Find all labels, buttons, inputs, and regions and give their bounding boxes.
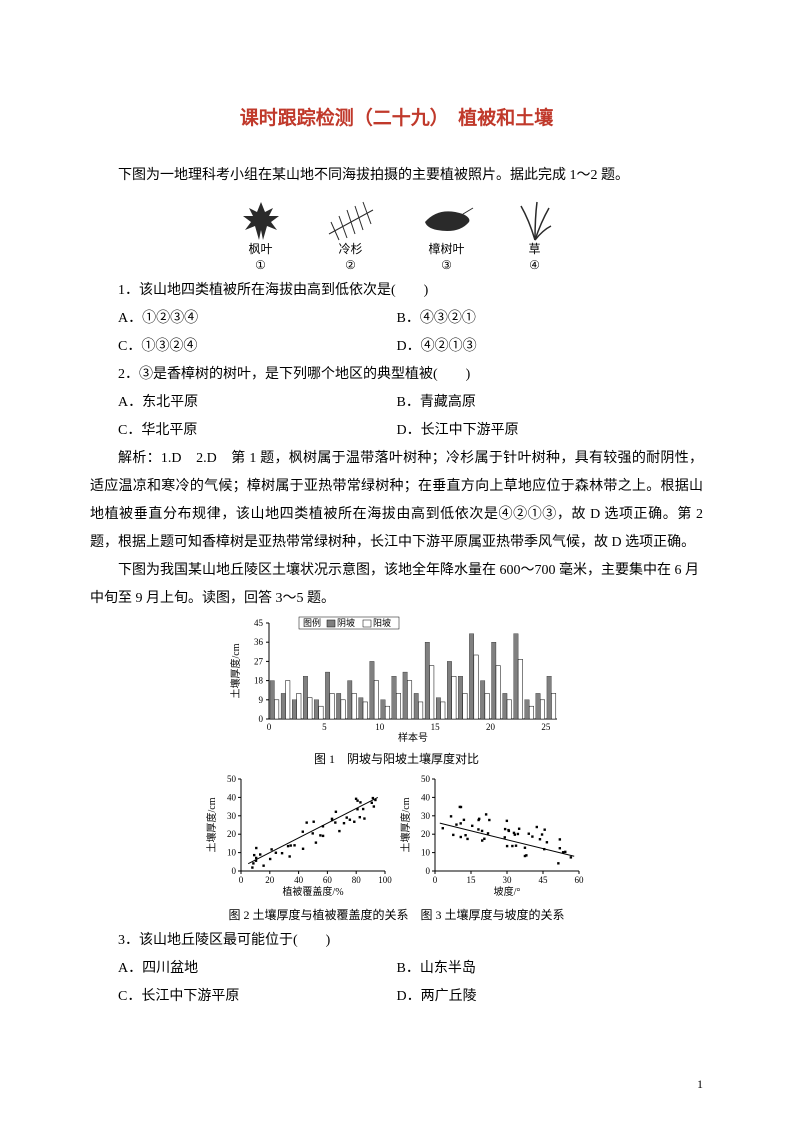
q2-stem: 2．③是香樟树的树叶，是下列哪个地区的典型植被( ) bbox=[90, 361, 703, 389]
svg-text:9: 9 bbox=[258, 695, 263, 705]
q2-opt-d: D．长江中下游平原 bbox=[397, 417, 704, 445]
q1-opt-b: B．④③②① bbox=[397, 305, 704, 333]
svg-text:0: 0 bbox=[266, 722, 271, 732]
svg-text:18: 18 bbox=[254, 676, 264, 686]
svg-text:阳坡: 阳坡 bbox=[373, 617, 391, 628]
q1-stem: 1．该山地四类植被所在海拔由高到低依次是( ) bbox=[90, 277, 703, 305]
svg-text:土壤厚度/cm: 土壤厚度/cm bbox=[205, 797, 218, 852]
fir-branch-icon bbox=[323, 200, 379, 242]
chart-row-caption: 图 2 土壤厚度与植被覆盖度的关系 图 3 土壤厚度与坡度的关系 bbox=[228, 903, 564, 927]
plant-4-num: ④ bbox=[529, 258, 540, 274]
svg-text:0: 0 bbox=[432, 875, 437, 885]
svg-text:土壤厚度/cm: 土壤厚度/cm bbox=[229, 643, 242, 698]
q3-opt-d: D．两广丘陵 bbox=[397, 983, 704, 1011]
intro-2: 下图为我国某山地丘陵区土壤状况示意图，该地全年降水量在 600～700 毫米，主… bbox=[90, 557, 703, 613]
svg-text:10: 10 bbox=[227, 848, 237, 858]
svg-text:40: 40 bbox=[227, 793, 237, 803]
q3-opt-b: B．山东半岛 bbox=[397, 955, 704, 983]
chart-area: 09182736450510152025图例阴坡阳坡样本号土壤厚度/cm 图 1… bbox=[90, 615, 703, 927]
plant-4: 草 ④ bbox=[515, 200, 555, 273]
camphor-leaf-icon bbox=[419, 200, 475, 242]
svg-text:5: 5 bbox=[322, 722, 327, 732]
q2-row2: C．华北平原 D．长江中下游平原 bbox=[90, 417, 703, 445]
svg-text:60: 60 bbox=[574, 875, 584, 885]
svg-text:45: 45 bbox=[538, 875, 548, 885]
plant-1-num: ① bbox=[255, 258, 266, 274]
svg-text:20: 20 bbox=[421, 829, 431, 839]
q3-stem: 3．该山地丘陵区最可能位于( ) bbox=[90, 927, 703, 955]
q3-row2: C．长江中下游平原 D．两广丘陵 bbox=[90, 983, 703, 1011]
plant-1-name: 枫叶 bbox=[248, 242, 272, 258]
chart3-scatter: 0 10 20 30 40 50 0 15 30 45 60 坡度/° 土壤厚度/cm bbox=[399, 771, 589, 901]
svg-text:15: 15 bbox=[466, 875, 476, 885]
q1-opt-d: D．④②①③ bbox=[397, 333, 704, 361]
svg-text:10: 10 bbox=[421, 848, 431, 858]
analysis-text: 解析：1.D 2.D 第 1 题，枫树属于温带落叶树种；冷杉属于针叶树种，具有较… bbox=[90, 445, 703, 557]
q2-opt-c: C．华北平原 bbox=[90, 417, 397, 445]
svg-text:0: 0 bbox=[238, 875, 243, 885]
svg-text:0: 0 bbox=[258, 714, 263, 724]
plant-3-num: ③ bbox=[441, 258, 452, 274]
q3-opt-a: A．四川盆地 bbox=[90, 955, 397, 983]
plant-3-name: 樟树叶 bbox=[428, 242, 464, 258]
svg-text:27: 27 bbox=[254, 657, 264, 667]
svg-text:土壤厚度/cm: 土壤厚度/cm bbox=[399, 797, 412, 852]
svg-text:40: 40 bbox=[421, 793, 431, 803]
svg-text:0: 0 bbox=[231, 866, 236, 876]
q3-opt-c: C．长江中下游平原 bbox=[90, 983, 397, 1011]
page-number: 1 bbox=[697, 1072, 703, 1096]
page-title: 课时跟踪检测（二十九） 植被和土壤 bbox=[90, 100, 703, 138]
svg-text:15: 15 bbox=[430, 722, 440, 732]
chart1-bar: 0 9 18 27 36 45 0 5 10 15 20 25 图例 阴坡 阳坡样本号 土壤厚度/cm bbox=[227, 615, 567, 745]
plant-4-name: 草 bbox=[528, 242, 540, 258]
q2-opt-b: B．青藏高原 bbox=[397, 389, 704, 417]
svg-text:图例: 图例 bbox=[303, 617, 321, 628]
q1-opt-a: A．①②③④ bbox=[90, 305, 397, 333]
svg-text:45: 45 bbox=[254, 618, 264, 628]
svg-text:阴坡: 阴坡 bbox=[337, 617, 355, 628]
svg-text:样本号: 样本号 bbox=[398, 731, 428, 744]
svg-text:100: 100 bbox=[378, 875, 392, 885]
svg-text:植被覆盖度/%: 植被覆盖度/% bbox=[282, 885, 343, 898]
chart1-title: 图 1 阴坡与阳坡土壤厚度对比 bbox=[314, 747, 479, 771]
svg-text:25: 25 bbox=[541, 722, 551, 732]
plant-2-num: ② bbox=[345, 258, 356, 274]
svg-text:坡度/°: 坡度/° bbox=[493, 885, 520, 898]
svg-text:30: 30 bbox=[227, 811, 237, 821]
svg-text:40: 40 bbox=[294, 875, 304, 885]
svg-text:60: 60 bbox=[322, 875, 332, 885]
chart2-scatter: 0 10 20 30 40 50 0 20 40 60 80 100 植被覆盖度/% 土壤厚度/cm bbox=[205, 771, 395, 901]
intro-1: 下图为一地理科考小组在某山地不同海拔拍摄的主要植被照片。据此完成 1～2 题。 bbox=[90, 162, 703, 190]
plant-1: 枫叶 ① bbox=[239, 200, 283, 273]
svg-text:20: 20 bbox=[265, 875, 275, 885]
svg-text:36: 36 bbox=[254, 637, 264, 647]
q2-opt-a: A．东北平原 bbox=[90, 389, 397, 417]
svg-text:30: 30 bbox=[421, 811, 431, 821]
svg-text:30: 30 bbox=[502, 875, 512, 885]
q1-opt-c: C．①③②④ bbox=[90, 333, 397, 361]
plant-2-name: 冷杉 bbox=[338, 242, 362, 258]
svg-text:10: 10 bbox=[375, 722, 385, 732]
svg-text:20: 20 bbox=[486, 722, 496, 732]
svg-text:80: 80 bbox=[351, 875, 361, 885]
q3-row1: A．四川盆地 B．山东半岛 bbox=[90, 955, 703, 983]
plant-3: 樟树叶 ③ bbox=[419, 200, 475, 273]
maple-leaf-icon bbox=[239, 200, 283, 242]
plant-2: 冷杉 ② bbox=[323, 200, 379, 273]
q1-row2: C．①③②④ D．④②①③ bbox=[90, 333, 703, 361]
q1-row1: A．①②③④ B．④③②① bbox=[90, 305, 703, 333]
svg-text:0: 0 bbox=[425, 866, 430, 876]
page: 课时跟踪检测（二十九） 植被和土壤 下图为一地理科考小组在某山地不同海拔拍摄的主… bbox=[0, 0, 793, 1122]
svg-text:50: 50 bbox=[421, 774, 431, 784]
grass-icon bbox=[515, 200, 555, 242]
q2-row1: A．东北平原 B．青藏高原 bbox=[90, 389, 703, 417]
svg-text:20: 20 bbox=[227, 829, 237, 839]
plant-image-row: 枫叶 ① 冷杉 ② 樟树叶 ③ 草 ④ bbox=[90, 200, 703, 273]
svg-text:50: 50 bbox=[227, 774, 237, 784]
